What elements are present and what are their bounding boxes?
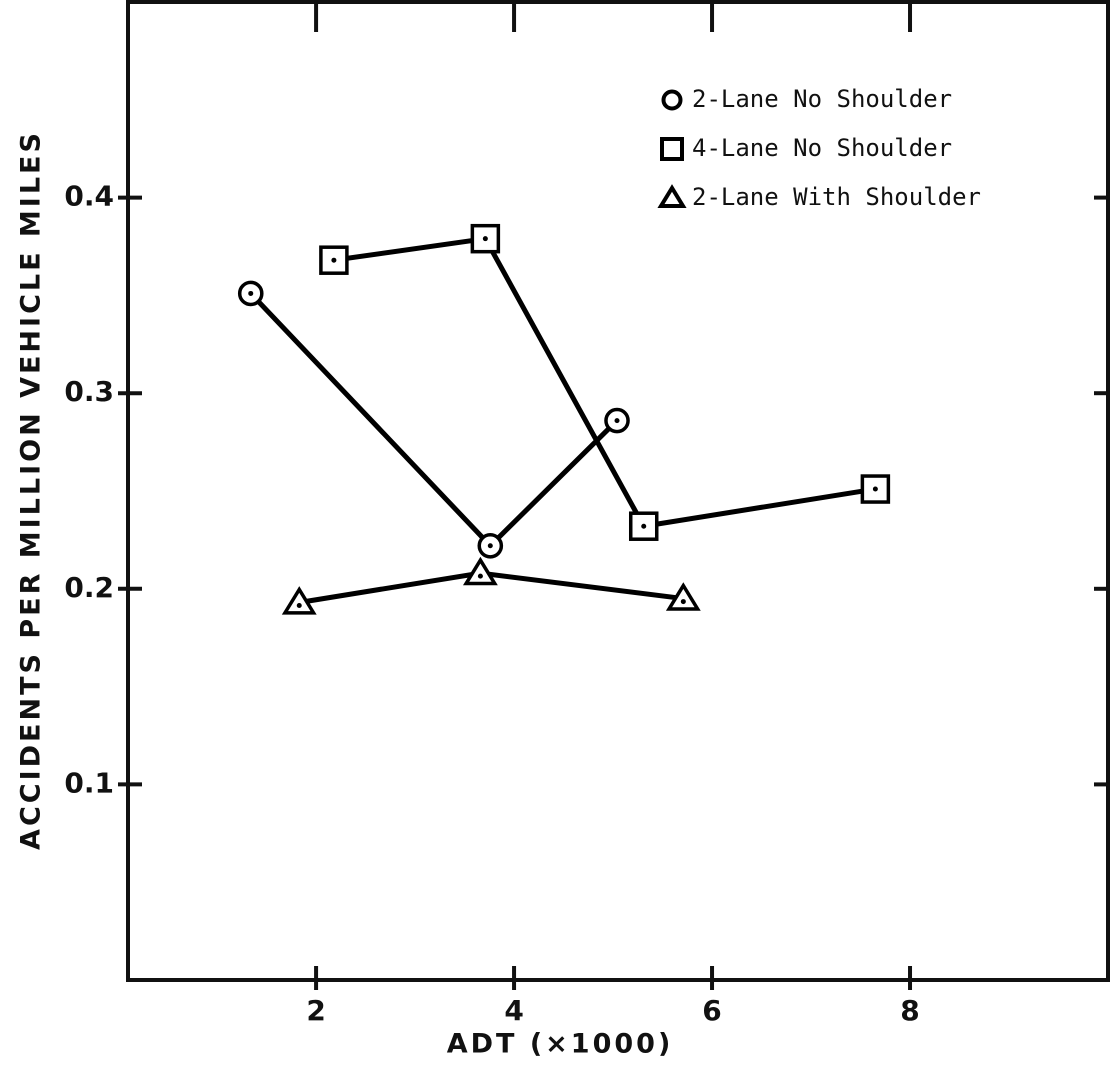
marker <box>661 89 683 111</box>
x-tick-label: 6 <box>702 994 721 1027</box>
y-axis-label: ACCIDENTS PER MILLION VEHICLE MILES <box>16 130 47 850</box>
marker-dot <box>482 236 488 242</box>
marker <box>665 582 701 611</box>
marker-dot <box>248 290 254 296</box>
marker-dot <box>872 486 878 492</box>
marker-dot <box>487 543 493 549</box>
y-tick-label: 0.2 <box>64 571 114 604</box>
legend-label: 2-Lane No Shoulder <box>692 85 952 113</box>
x-tick-label: 8 <box>900 994 919 1027</box>
marker-dot <box>614 418 620 424</box>
legend-label: 2-Lane With Shoulder <box>692 183 981 211</box>
marker <box>657 184 687 208</box>
marker <box>281 586 317 615</box>
marker-dot <box>477 573 483 579</box>
marker <box>660 137 684 161</box>
marker-dot <box>641 523 647 529</box>
plot-frame <box>126 0 1110 982</box>
x-axis-label: ADT (×1000) <box>447 1029 674 1060</box>
y-tick-label: 0.4 <box>64 180 114 213</box>
y-tick-label: 0.3 <box>64 375 114 408</box>
marker-dot <box>331 257 337 263</box>
marker-dot <box>680 599 686 605</box>
series-line <box>333 235 876 529</box>
series-line <box>248 291 619 550</box>
marker <box>462 556 498 586</box>
y-tick-label: 0.1 <box>64 766 114 799</box>
marker <box>628 511 659 541</box>
x-tick-label: 4 <box>504 994 523 1027</box>
x-tick-label: 2 <box>306 994 325 1027</box>
legend-label: 4-Lane No Shoulder <box>692 134 952 162</box>
marker-dot <box>296 602 302 608</box>
